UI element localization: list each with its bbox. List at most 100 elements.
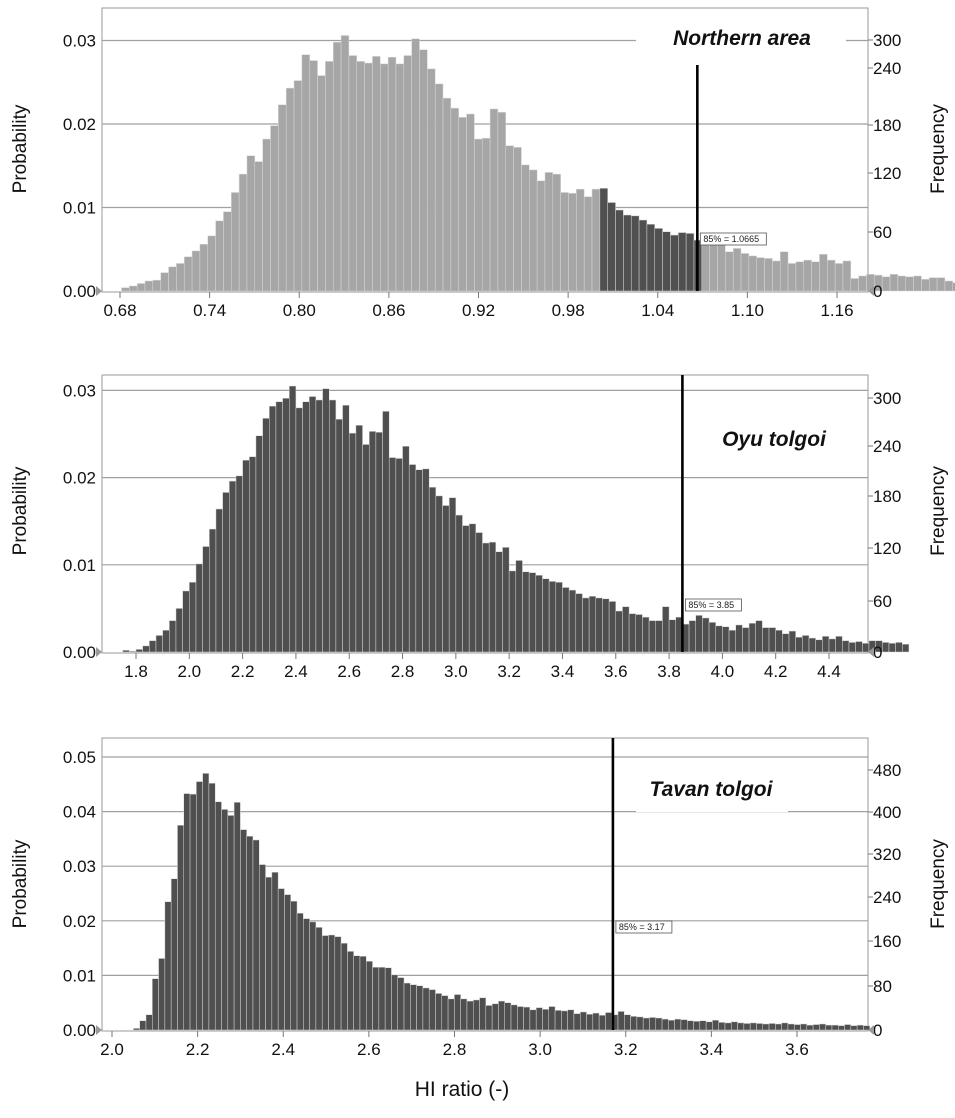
histogram-bar [542, 1009, 550, 1031]
histogram-bar [528, 572, 537, 653]
histogram-bar [168, 266, 177, 292]
histogram-bar [277, 888, 285, 1031]
histogram-bar [630, 215, 640, 292]
histogram-bar [800, 1023, 808, 1031]
x-tick-label: 2.4 [271, 1040, 295, 1059]
x-tick-label: 3.6 [604, 662, 628, 681]
x-tick-label: 0.92 [462, 301, 495, 320]
histogram-bar [315, 399, 323, 653]
histogram-bar [685, 233, 695, 292]
histogram-bar [223, 211, 232, 292]
histogram-bar [411, 38, 420, 292]
histogram-bar [462, 525, 470, 653]
histogram-bar [149, 640, 157, 653]
histogram-bar [795, 261, 805, 292]
histogram-bar [779, 251, 789, 292]
histogram-bar [806, 1024, 814, 1031]
x-tick-label: 0.80 [283, 301, 316, 320]
histogram-bar [403, 982, 411, 1031]
histogram-bar [458, 117, 467, 292]
histogram-bar [315, 927, 323, 1031]
histogram-bar [636, 1016, 644, 1031]
histogram-bar [382, 411, 390, 653]
histogram-bar [196, 781, 203, 1031]
histogram-bar [450, 107, 459, 292]
histogram-bar [762, 1023, 770, 1031]
histogram-bar [485, 1005, 493, 1031]
histogram-bar [189, 793, 197, 1031]
histogram-bar [522, 571, 530, 653]
y-right-tick-label: 80 [873, 977, 892, 996]
histogram-bar [435, 993, 443, 1031]
histogram-bar [189, 581, 197, 653]
panel-title: Tavan tolgoi [650, 778, 774, 801]
histogram-bar [447, 998, 455, 1031]
histogram-bar [415, 469, 423, 653]
histogram-bar [755, 620, 763, 653]
histogram-bar [582, 597, 590, 653]
histogram-bar [482, 542, 490, 653]
histogram-bar [674, 1018, 682, 1031]
title-backdrop [636, 20, 846, 60]
y-right-tick-label: 240 [873, 437, 901, 456]
histogram-bar [529, 169, 538, 292]
histogram-bar [510, 1004, 518, 1031]
histogram-bar [479, 997, 487, 1031]
histogram-bar [278, 104, 287, 292]
histogram-bar [259, 864, 266, 1031]
histogram-bar [768, 1023, 776, 1031]
x-tick-label: 2.8 [443, 1040, 467, 1059]
histogram-bar [348, 55, 358, 292]
histogram-bar [169, 620, 177, 653]
histogram-bar [434, 83, 444, 292]
histogram-bar [246, 155, 256, 292]
histogram-bar [321, 935, 329, 1031]
histogram-bar [732, 248, 742, 292]
histogram-bar [825, 1024, 833, 1031]
histogram-bar [474, 138, 483, 292]
histogram-bar [221, 809, 229, 1031]
histogram-bar [662, 231, 671, 292]
histogram-bar [913, 275, 922, 292]
histogram-bar [772, 260, 781, 292]
histogram-bar [498, 1000, 505, 1031]
right-slider-marker [868, 647, 874, 657]
histogram-bar [372, 56, 381, 292]
histogram-bar [844, 1024, 852, 1031]
histogram-bar [340, 942, 348, 1031]
histogram-bar [207, 235, 216, 292]
histogram-bar [378, 966, 386, 1031]
histogram-bar [309, 921, 317, 1031]
histogram-bar [301, 54, 310, 292]
histogram-bar [397, 977, 405, 1031]
histogram-bar [309, 396, 317, 653]
histogram-bar [238, 173, 248, 292]
histogram-bar [229, 480, 237, 653]
histogram-bar [642, 1017, 650, 1031]
histogram-bar [863, 1025, 870, 1031]
histogram-bar [246, 835, 254, 1031]
histogram-bar [356, 61, 365, 292]
histogram-bar [513, 147, 522, 292]
histogram-bar [850, 1025, 858, 1031]
y-right-tick-label: 240 [873, 888, 901, 907]
histogram-bar [521, 164, 530, 292]
histogram-bar [748, 622, 756, 653]
histogram-bar [756, 1023, 763, 1031]
histogram-bar [607, 202, 616, 292]
histogram-bar [588, 595, 597, 653]
histogram-bar [599, 188, 608, 292]
histogram-bar [542, 578, 550, 653]
histogram-bar [554, 1010, 562, 1031]
histogram-bar [271, 871, 279, 1031]
histogram-bar [441, 995, 449, 1031]
x-tick-label: 0.98 [552, 301, 585, 320]
panel-title: Oyu tolgoi [722, 428, 827, 451]
histogram-bar [562, 587, 570, 653]
histogram-bar [552, 173, 561, 292]
histogram-bar [481, 137, 491, 292]
x-tick-label: 3.8 [657, 662, 681, 681]
histogram-bar [728, 629, 736, 653]
histogram-bar [342, 404, 350, 653]
histogram-bar [536, 180, 546, 292]
